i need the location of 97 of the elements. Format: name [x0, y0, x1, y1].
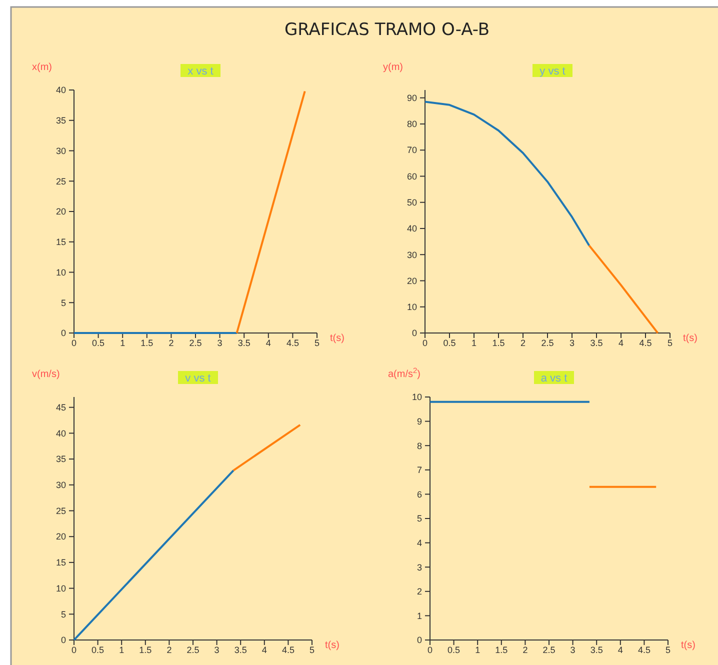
x-tick-label: 4.5 — [639, 338, 652, 348]
x-tick-label: 3 — [217, 338, 222, 348]
y-tick-label: 40 — [56, 85, 66, 96]
y-tick-label: 25 — [56, 506, 66, 516]
y-tick-label: 90 — [406, 92, 417, 103]
chart-title: v vs t — [185, 372, 211, 384]
y-tick-label: 80 — [406, 119, 417, 130]
x-tick-label: 1 — [119, 645, 124, 655]
y-tick-label: 1 — [416, 610, 422, 621]
x-tick-label: 4 — [262, 645, 267, 655]
x-tick-label: 0.5 — [443, 338, 456, 348]
x-tick-label: 4 — [618, 338, 624, 348]
x-tick-label: 5 — [314, 338, 320, 348]
x-tick-label: 4 — [266, 338, 271, 348]
x-tick-label: 1 — [471, 338, 477, 348]
y-tick-label: 4 — [416, 538, 422, 548]
x-tick-label: 2.5 — [542, 645, 556, 655]
y-tick-label: 5 — [60, 298, 66, 308]
y-tick-label: 20 — [56, 532, 66, 542]
y-tick-label: 6 — [416, 489, 422, 500]
y-tick-label: 10 — [56, 583, 66, 594]
y-tick-label: 0 — [60, 328, 66, 338]
chart-title: y vs t — [540, 66, 566, 78]
x-tick-label: 3.5 — [590, 338, 603, 348]
y-tick-label: 30 — [406, 250, 417, 260]
chart-title: x vs t — [188, 66, 214, 78]
y-tick-label: 30 — [56, 480, 66, 490]
y-tick-label: 15 — [56, 558, 66, 568]
x-tick-label: 1.5 — [495, 645, 508, 655]
y-tick-label: 20 — [406, 276, 417, 286]
x-tick-label: 3 — [569, 338, 575, 348]
y-tick-label: 40 — [56, 428, 66, 438]
x-tick-label: 1 — [120, 338, 126, 348]
x-axis-title: t(s) — [683, 333, 698, 344]
y-tick-label: 50 — [406, 198, 417, 208]
text: GRAFICAS TRAMO O-A-B — [284, 20, 490, 40]
y-axis-title: x(m) — [32, 62, 52, 73]
x-axis-title: t(s) — [325, 640, 340, 651]
y-tick-label: 8 — [416, 440, 422, 451]
x-tick-label: 1.5 — [139, 645, 152, 655]
x-tick-label: 1.5 — [492, 338, 505, 348]
y-tick-label: 10 — [56, 267, 66, 278]
x-tick-label: 4.5 — [638, 645, 650, 655]
y-tick-label: 7 — [416, 465, 422, 476]
x-tick-label: 5 — [309, 645, 315, 655]
x-tick-label: 3 — [570, 645, 576, 655]
chart-title: a vs t — [540, 372, 568, 384]
x-tick-label: 4 — [618, 645, 623, 655]
x-tick-label: 3 — [214, 645, 220, 655]
x-tick-label: 0.5 — [92, 338, 105, 348]
y-tick-label: 5 — [60, 609, 66, 620]
x-tick-label: 0 — [71, 645, 77, 655]
x-tick-label: 2 — [520, 338, 526, 348]
y-tick-label: 25 — [56, 176, 66, 186]
x-tick-label: 1 — [475, 645, 480, 655]
x-tick-label: 3.5 — [590, 645, 603, 655]
y-tick-label: 60 — [406, 171, 417, 182]
x-tick-label: 2.5 — [186, 645, 200, 655]
x-tick-label: 2.5 — [189, 338, 202, 348]
y-tick-label: 3 — [416, 562, 422, 572]
x-tick-label: 4.5 — [282, 645, 294, 655]
x-axis-title: t(s) — [330, 333, 344, 344]
x-tick-label: 2 — [522, 645, 528, 655]
y-tick-label: 30 — [56, 146, 66, 156]
y-tick-label: 10 — [412, 392, 422, 402]
x-tick-label: 3.5 — [234, 645, 247, 655]
y-tick-label: 20 — [56, 206, 66, 217]
x-tick-label: 5 — [667, 338, 673, 348]
y-axis-title: y(m) — [383, 62, 403, 73]
y-tick-label: 45 — [56, 402, 66, 412]
x-tick-label: 1.5 — [140, 338, 154, 348]
y-tick-label: 70 — [406, 145, 417, 156]
y-tick-label: 0 — [416, 635, 422, 646]
y-tick-label: 35 — [56, 454, 66, 464]
x-tick-label: 4.5 — [286, 338, 299, 348]
x-tick-label: 3.5 — [238, 338, 250, 348]
y-tick-label: 15 — [56, 237, 66, 248]
y-axis-title: v(m/s) — [32, 369, 60, 380]
x-tick-label: 0.5 — [448, 645, 460, 655]
x-tick-label: 2 — [166, 645, 172, 655]
y-tick-label: 40 — [406, 224, 417, 234]
y-tick-label: 0 — [412, 328, 417, 338]
y-tick-label: 5 — [416, 514, 422, 524]
x-tick-label: 2.5 — [541, 338, 554, 348]
y-tick-label: 35 — [56, 116, 66, 126]
x-tick-label: 0.5 — [92, 645, 104, 655]
y-tick-label: 10 — [406, 302, 417, 312]
y-tick-label: 0 — [60, 635, 66, 646]
x-tick-label: 0 — [71, 338, 77, 348]
x-tick-label: 5 — [665, 645, 671, 655]
line-series — [424, 100, 590, 246]
y-tick-label: 2 — [416, 586, 422, 597]
x-axis-title: t(s) — [681, 640, 696, 651]
y-axis-title: a(m/s$^{2}$) — [388, 366, 421, 380]
x-tick-label: 0 — [427, 645, 433, 655]
y-tick-label: 9 — [416, 416, 422, 426]
x-tick-label: 2 — [168, 338, 174, 348]
